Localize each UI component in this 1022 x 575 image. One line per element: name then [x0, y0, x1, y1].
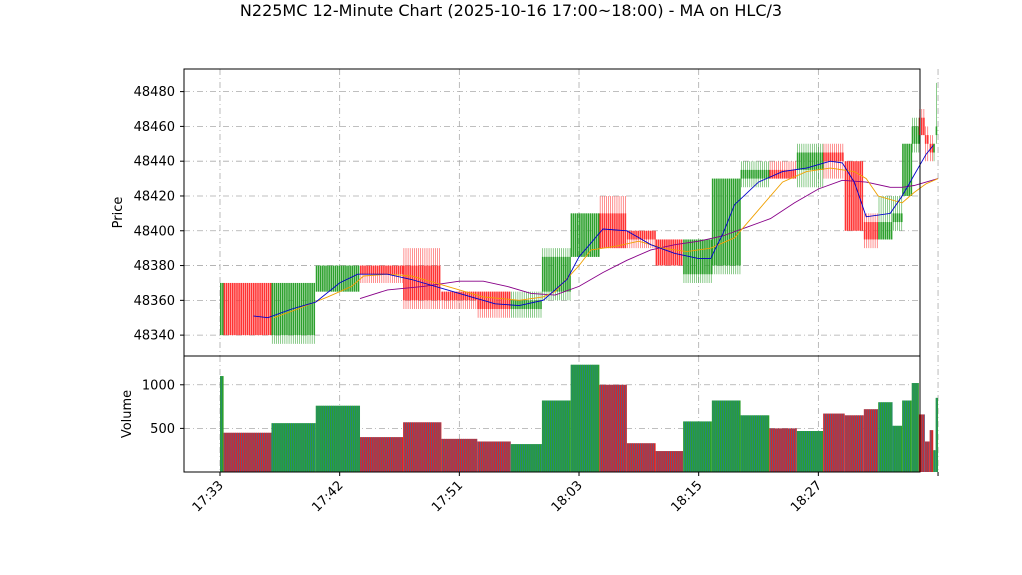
candle — [510, 291, 542, 318]
volume-bar-fill — [683, 421, 712, 472]
volume-bar — [223, 432, 272, 472]
volume-tick-label: 500 — [150, 422, 175, 437]
volume-bar — [740, 415, 770, 472]
volume-bar-fill — [740, 415, 770, 472]
volume-bar — [878, 402, 893, 472]
volume-bar — [902, 400, 912, 472]
candle — [740, 161, 770, 188]
candle — [626, 230, 656, 249]
candle — [655, 239, 683, 266]
volume-bar — [441, 438, 478, 472]
x-tick-label: 18:27 — [788, 478, 825, 515]
volume-bar — [911, 383, 919, 472]
volume-bar — [929, 430, 934, 472]
volume-bar — [796, 431, 824, 472]
volume-bar-fill — [929, 430, 934, 472]
volume-bar-fill — [403, 422, 442, 472]
price-panel-frame — [183, 68, 921, 357]
volume-axis-label: Volume — [120, 390, 135, 438]
volume-bar — [360, 437, 404, 472]
volume-bar-fill — [892, 425, 903, 472]
volume-bar — [863, 409, 879, 472]
ma-fast-line — [253, 145, 934, 319]
candle — [541, 248, 571, 301]
x-tick-label: 17:33 — [190, 478, 227, 515]
volume-bar — [220, 376, 224, 472]
volume-panel-frame — [183, 355, 921, 473]
candle — [863, 213, 879, 249]
volume-bar — [683, 421, 712, 472]
volume-bar — [510, 444, 542, 472]
candle — [223, 282, 272, 336]
price-axis-label: Price — [111, 197, 126, 229]
price-tick-label: 48400 — [134, 224, 175, 239]
candle — [683, 239, 713, 283]
volume-bar — [892, 425, 903, 472]
x-tick-label: 17:42 — [309, 478, 346, 515]
x-tick-label: 18:03 — [549, 478, 586, 515]
volume-bars — [220, 364, 939, 472]
volume-bar — [271, 423, 316, 472]
volume-bar — [541, 400, 571, 472]
volume-bar-fill — [902, 400, 912, 472]
volume-bar-fill — [223, 432, 272, 472]
candle — [796, 143, 824, 188]
volume-bar — [655, 451, 684, 472]
volume-tick-label: 1000 — [142, 378, 175, 393]
price-tick-label: 48380 — [134, 259, 175, 274]
candle — [911, 117, 920, 153]
candle — [892, 195, 903, 231]
volume-bar — [935, 397, 939, 472]
price-tick-label: 48360 — [134, 294, 175, 309]
volume-bar — [933, 450, 936, 472]
candle — [902, 143, 913, 196]
volume-bar — [711, 400, 741, 472]
volume-bar — [769, 428, 797, 472]
candle — [844, 161, 864, 231]
volume-bar — [477, 441, 511, 472]
price-tick-label: 48420 — [134, 189, 175, 204]
volume-bar — [570, 364, 600, 472]
price-tick-label: 48460 — [134, 120, 175, 135]
volume-bar-fill — [541, 400, 571, 472]
volume-bar — [403, 422, 442, 472]
volume-bar — [924, 441, 930, 472]
candle — [924, 126, 929, 162]
moving-average-lines — [253, 145, 939, 319]
candle — [477, 291, 511, 318]
volume-bar-fill — [570, 364, 600, 472]
x-tick-label: 17:51 — [429, 478, 466, 515]
price-tick-label: 48440 — [134, 155, 175, 170]
price-tick-label: 48480 — [134, 85, 175, 100]
ma-slow-line — [359, 178, 939, 300]
candle — [878, 195, 893, 240]
candle — [929, 135, 934, 162]
volume-bar-fill — [220, 376, 224, 472]
volume-bar — [823, 413, 845, 472]
volume-bar-fill — [924, 441, 930, 472]
candle — [220, 282, 224, 336]
chart-title: N225MC 12-Minute Chart (2025-10-16 17:00… — [239, 1, 783, 20]
volume-bar-fill — [711, 400, 741, 472]
candle — [315, 265, 360, 292]
price-tick-label: 48340 — [134, 329, 175, 344]
candle — [599, 195, 627, 249]
volume-bar — [626, 443, 656, 472]
x-tick-label: 18:15 — [668, 478, 705, 515]
volume-bar — [844, 415, 864, 472]
candle — [711, 178, 741, 275]
volume-bar-fill — [626, 443, 656, 472]
volume-bar — [599, 384, 627, 472]
volume-bar — [315, 405, 361, 472]
